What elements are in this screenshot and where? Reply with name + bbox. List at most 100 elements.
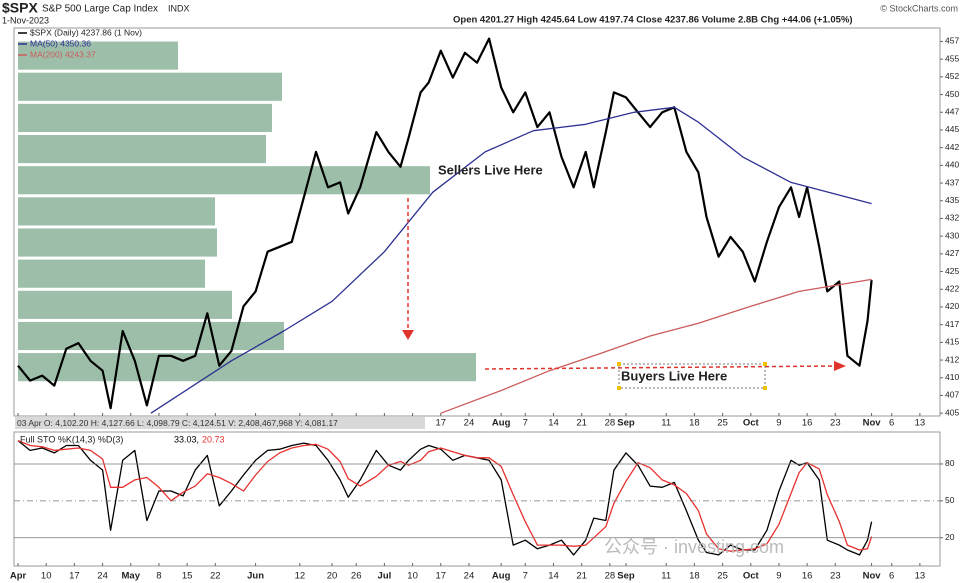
price-frame	[13, 27, 941, 417]
x-tick-label: 13	[915, 418, 926, 429]
legend-label: 33.03,	[174, 434, 199, 444]
y-tick-label: 417	[945, 319, 959, 329]
x-tick-label: 14	[548, 418, 559, 429]
volume-bar	[18, 259, 205, 288]
y-tick-label: 425	[945, 266, 959, 276]
legend-label: MA(200) 4243.37	[30, 49, 96, 59]
y-tick-label: 415	[945, 337, 959, 347]
date: 1-Nov-2023	[2, 15, 49, 25]
x-tick-label: Sep	[617, 418, 635, 429]
watermark: 公众号 · investing.com	[604, 537, 784, 557]
y-tick-label: 442	[945, 142, 959, 152]
handle	[763, 362, 767, 366]
x-tick-label: 18	[689, 571, 700, 582]
sto-title: Full STO %K(14,3) %D(3)	[20, 434, 123, 444]
volume-bar	[18, 321, 284, 351]
x-tick-label: Aug	[492, 418, 511, 429]
series-line	[150, 106, 872, 414]
x-tick-label: 15	[182, 571, 193, 582]
annotation: Buyers Live Here	[621, 368, 727, 383]
series-line	[17, 439, 873, 552]
y-tick-label: 407	[945, 390, 959, 400]
x-tick-label: 24	[464, 571, 475, 582]
volume-bar	[18, 290, 232, 319]
volume-bar	[18, 41, 178, 70]
x-tick-label: 24	[464, 418, 475, 429]
x-tick-label: 25	[717, 418, 728, 429]
y-tick-label: 447	[945, 107, 959, 117]
x-tick-label: 8	[156, 571, 161, 582]
x-tick-label: 13	[915, 571, 926, 582]
x-tick-label: 18	[689, 418, 700, 429]
x-tick-label: 7	[523, 571, 528, 582]
legend-label: 20.73	[202, 434, 225, 444]
x-tick-label: 28	[605, 418, 616, 429]
volume-bar	[18, 197, 215, 226]
credit: © StockCharts.com	[880, 3, 958, 13]
x-tick-label: Nov	[863, 571, 882, 582]
x-tick-label: 21	[576, 571, 587, 582]
x-tick-label: 17	[69, 571, 80, 582]
arrow-head	[402, 330, 414, 340]
x-tick-label: 21	[576, 418, 587, 429]
legend-label: MA(50) 4350.36	[30, 38, 91, 48]
y-tick-label: 80	[945, 458, 955, 468]
x-tick-label: 10	[407, 571, 418, 582]
volume-bar	[18, 103, 272, 132]
x-tick-label: 9	[776, 571, 781, 582]
x-tick-label: 16	[802, 571, 813, 582]
annotation: Sellers Live Here	[438, 162, 543, 177]
x-tick-label: 11	[661, 418, 671, 429]
y-tick-label: 430	[945, 230, 959, 240]
y-tick-label: 405	[945, 407, 959, 417]
symbol: $SPX	[2, 0, 38, 16]
x-tick-label: 6	[889, 571, 894, 582]
annotation-box	[618, 363, 766, 389]
y-tick-label: 435	[945, 195, 959, 205]
handle	[617, 386, 621, 390]
x-tick-label: Aug	[492, 571, 511, 582]
x-tick-label: Sep	[617, 571, 635, 582]
subtitle: S&P 500 Large Cap Index	[42, 4, 158, 15]
handle	[763, 386, 767, 390]
x-tick-label: 12	[295, 571, 306, 582]
series-line	[440, 278, 872, 414]
x-tick-label: 23	[830, 571, 841, 582]
volume-by-price	[18, 41, 476, 382]
y-tick-label: 432	[945, 213, 959, 223]
x-tick-label: 24	[97, 571, 108, 582]
quote: Open 4201.27 High 4245.64 Low 4197.74 Cl…	[453, 15, 853, 26]
series-line	[17, 37, 873, 410]
exchange: INDX	[168, 3, 190, 13]
y-tick-label: 440	[945, 160, 959, 170]
y-tick-label: 450	[945, 89, 959, 99]
x-tick-label: 17	[435, 418, 446, 429]
x-tick-label: Oct	[743, 571, 760, 582]
x-tick-label: 6	[889, 418, 894, 429]
x-tick-label: 26	[351, 571, 362, 582]
x-tick-label: 28	[605, 571, 616, 582]
volume-bar	[18, 228, 217, 257]
legend-label: $SPX (Daily) 4237.86 (1 Nov)	[30, 27, 142, 37]
x-tick-label: 10	[41, 571, 52, 582]
volume-bar	[18, 353, 476, 382]
x-tick-label: Jul	[378, 571, 392, 582]
sto-frame	[13, 431, 941, 567]
y-tick-label: 420	[945, 301, 959, 311]
y-tick-label: 457	[945, 36, 959, 46]
x-tick-label: 7	[523, 418, 528, 429]
volume-bar	[18, 166, 430, 195]
y-tick-label: 50	[945, 495, 955, 505]
x-tick-label: 16	[802, 418, 813, 429]
x-tick-label: 20	[327, 571, 338, 582]
y-tick-label: 437	[945, 177, 959, 187]
arrow-right	[484, 365, 837, 370]
arrow-head	[834, 361, 846, 371]
y-tick-label: 410	[945, 372, 959, 382]
y-tick-label: 455	[945, 53, 959, 63]
info-text: 03 Apr O: 4,102.20 H: 4,127.66 L: 4,098.…	[17, 418, 338, 428]
x-tick-label: Nov	[863, 418, 882, 429]
x-tick-label: 11	[661, 571, 671, 582]
